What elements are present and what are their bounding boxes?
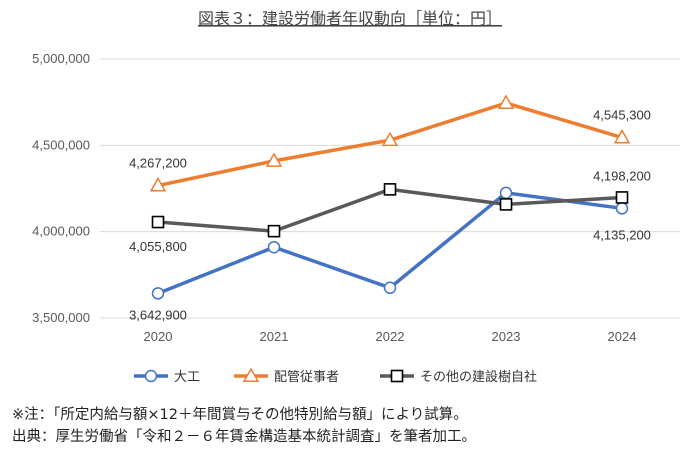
series-line <box>157 191 623 295</box>
data-point <box>151 215 165 229</box>
legend-marker <box>390 369 404 383</box>
y-axis-ticks: 3,500,000 4,000,000 4,500,000 5,000,000 <box>32 51 90 325</box>
legend-label: 大工 <box>174 370 200 385</box>
legend-label: その他の建設樹自社 <box>420 369 537 385</box>
data-label: 3,642,900 <box>129 307 187 322</box>
x-tick-label: 2022 <box>376 329 405 344</box>
x-tick-label: 2021 <box>260 329 289 344</box>
data-point <box>615 202 629 215</box>
data-point <box>499 198 513 211</box>
data-label: 4,135,200 <box>593 227 651 242</box>
series-lines <box>149 94 631 300</box>
data-point <box>267 240 281 254</box>
y-tick-label: 3,500,000 <box>32 310 90 325</box>
data-label: 4,545,300 <box>593 108 651 123</box>
x-tick-label: 2023 <box>492 329 521 344</box>
note-line: ※注：「所定内給与額×12＋年間賞与その他特別給与額」により試算。 <box>12 407 468 423</box>
legend-label: 配管従事者 <box>274 370 339 385</box>
x-tick-label: 2024 <box>608 329 637 344</box>
data-label: 4,267,200 <box>129 156 187 171</box>
legend-marker <box>144 369 158 383</box>
x-axis-ticks: 2020 2021 2022 2023 2024 <box>144 329 637 344</box>
legend: 大工 配管従事者 その他の建設樹自社 <box>134 367 537 385</box>
data-point <box>267 224 281 238</box>
data-point <box>497 94 515 110</box>
annual-income-chart: 図表３：建設労働者年収動向［単位：円］ 3,500,000 4,000,000 4,… <box>32 9 680 385</box>
data-point <box>383 281 397 295</box>
data-point <box>613 128 631 144</box>
x-tick-label: 2020 <box>144 329 173 344</box>
data-labels: 3,642,900 4,135,200 4,267,200 4,545,300 4,05… <box>129 108 651 323</box>
y-tick-label: 4,500,000 <box>32 137 90 152</box>
data-point <box>265 152 283 167</box>
source-line: 出典：厚生労働省「令和２－６年賃金構造基本統計調査」を筆者加工。 <box>12 429 476 445</box>
data-point <box>499 186 513 200</box>
data-point <box>381 131 399 147</box>
data-label: 4,198,200 <box>593 168 651 183</box>
footnotes: ※注：「所定内給与額×12＋年間賞与その他特別給与額」により試算。 出典：厚生労… <box>12 404 692 448</box>
data-point <box>151 287 165 300</box>
chart-title: 図表３：建設労働者年収動向［単位：円］ <box>198 9 502 28</box>
y-tick-label: 4,000,000 <box>32 224 90 239</box>
data-point <box>383 183 397 196</box>
legend-marker <box>242 367 260 382</box>
y-tick-label: 5,000,000 <box>32 51 90 66</box>
data-point <box>149 177 167 192</box>
data-label: 4,055,800 <box>129 239 187 254</box>
data-point <box>615 191 629 204</box>
